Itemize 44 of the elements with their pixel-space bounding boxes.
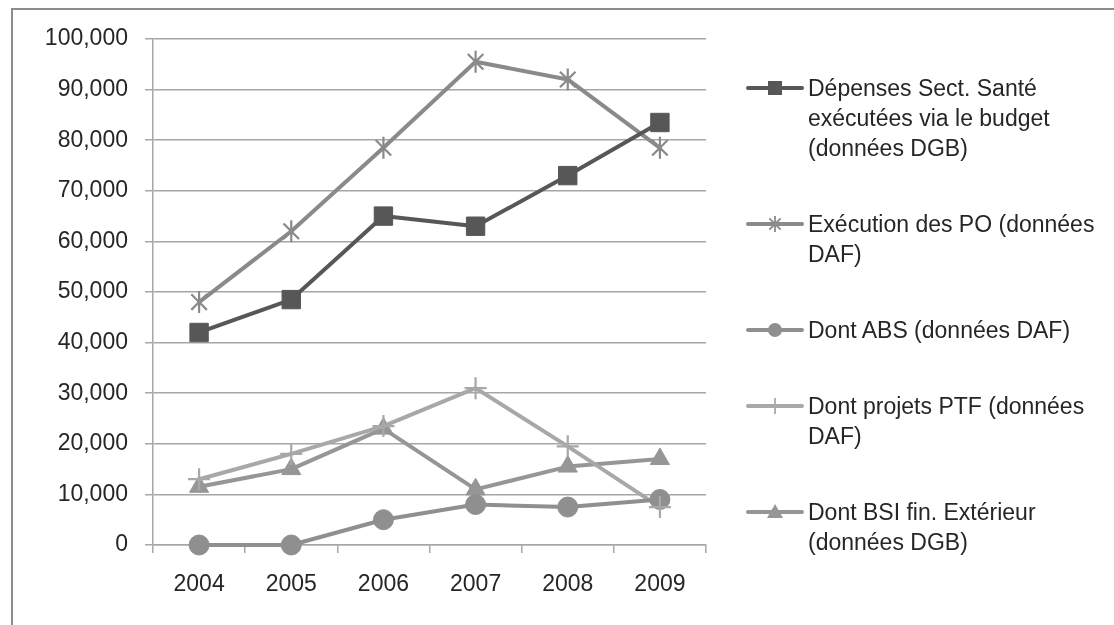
point: [650, 112, 670, 133]
point: [557, 496, 579, 518]
point: [465, 494, 487, 516]
legend-label: Dont BSI fin. Extérieur (données DGB): [808, 498, 1037, 557]
point: [282, 220, 300, 243]
x-tick-label: 2008: [542, 570, 594, 597]
y-tick-label: 100,000: [44, 24, 128, 51]
point: [465, 216, 486, 236]
y-tick-label: 90,000: [57, 74, 128, 101]
point: [281, 289, 301, 310]
legend-label: Dépenses Sect. Santé exécutées via le budget (données DGB): [808, 74, 1051, 163]
point: [372, 509, 394, 531]
y-tick-label: 40,000: [57, 327, 128, 354]
y-tick-label: 20,000: [57, 429, 128, 456]
y-tick-label: 80,000: [57, 125, 128, 152]
y-tick-label: 10,000: [57, 479, 128, 506]
point: [651, 136, 669, 159]
point: [190, 291, 208, 314]
point: [558, 165, 578, 186]
point: [464, 377, 487, 400]
x-tick-label: 2006: [357, 570, 409, 597]
point: [280, 442, 303, 465]
x-tick-label: 2005: [265, 570, 317, 597]
x-tick-label: 2009: [634, 570, 686, 597]
point: [648, 496, 671, 519]
y-tick-label: 30,000: [57, 378, 128, 405]
point: [556, 435, 579, 458]
x-tick-label: 2004: [173, 570, 225, 597]
point: [280, 534, 302, 556]
point: [373, 206, 394, 226]
y-tick-label: 70,000: [57, 176, 128, 203]
point: [467, 50, 485, 73]
legend-label: Dont ABS (données DAF): [808, 316, 1072, 345]
point: [374, 136, 392, 159]
y-tick-label: 0: [115, 530, 128, 557]
point: [188, 468, 211, 491]
point: [189, 322, 209, 343]
legend-label: Exécution des PO (données DAF): [808, 210, 1096, 269]
y-tick-label: 50,000: [57, 277, 128, 304]
legend-label: Dont projets PTF (données DAF): [808, 392, 1086, 451]
y-tick-label: 60,000: [57, 226, 128, 253]
x-tick-label: 2007: [450, 570, 502, 597]
point: [188, 534, 210, 556]
point: [559, 68, 577, 91]
